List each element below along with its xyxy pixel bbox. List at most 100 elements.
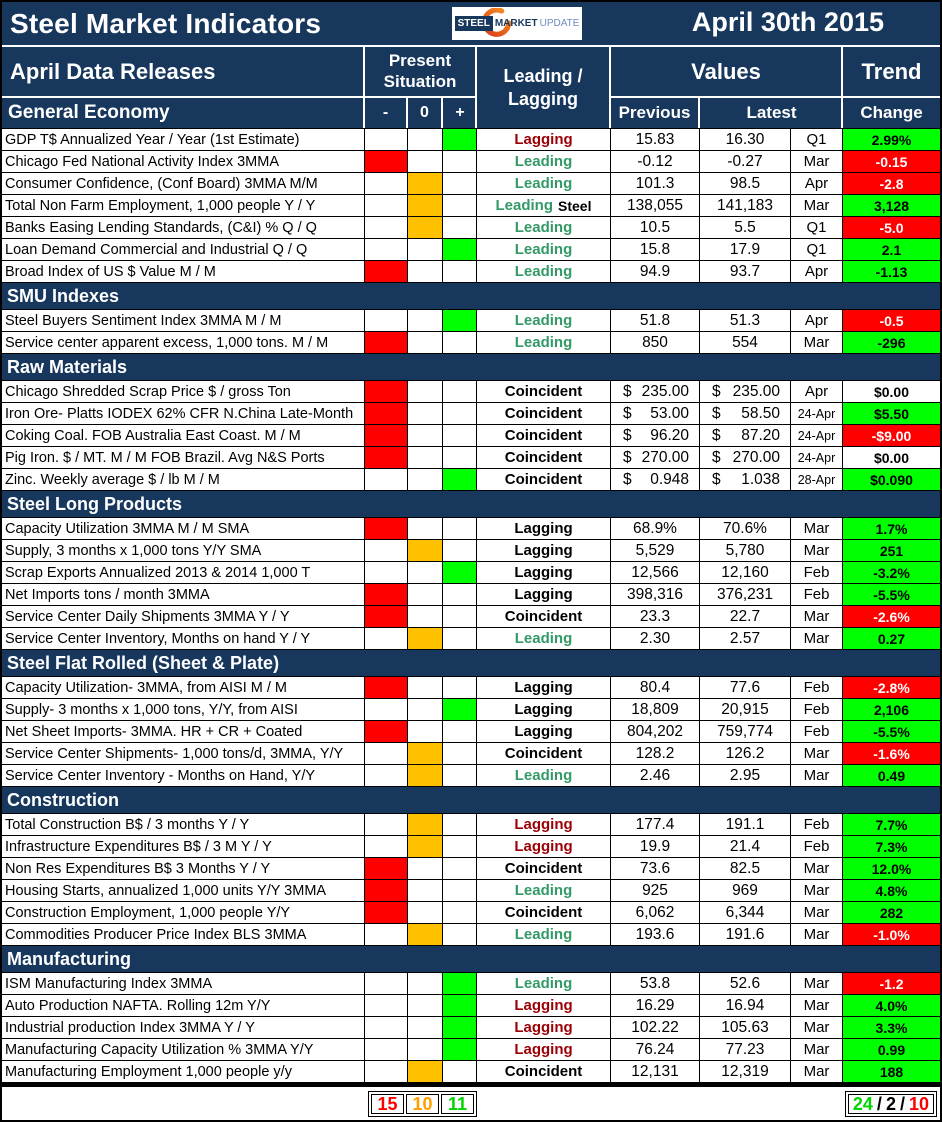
row-label: Pig Iron. $ / MT. M / M FOB Brazil. Avg … bbox=[2, 447, 365, 469]
section-header: SMU Indexes bbox=[2, 283, 940, 310]
col-header-change: Change bbox=[860, 103, 923, 122]
indicator-label: Coincident bbox=[504, 427, 583, 444]
row-label: Scrap Exports Annualized 2013 & 2014 1,0… bbox=[2, 562, 365, 584]
trend-count-part: 24 bbox=[852, 1093, 873, 1114]
row-label: Zinc. Weekly average $ / lb M / M bbox=[2, 469, 365, 491]
latest-value-cell: 2.57 bbox=[700, 628, 791, 650]
currency-symbol: $ bbox=[623, 426, 632, 444]
leading-lagging-cell: Coincident bbox=[477, 902, 611, 924]
period-cell: Feb bbox=[791, 677, 843, 699]
previous-value-cell: 5,529 bbox=[611, 540, 700, 562]
footer: 15 10 11 24/2/10 bbox=[2, 1087, 940, 1120]
situation-plus-cell bbox=[443, 721, 477, 743]
situation-minus-cell bbox=[365, 677, 408, 699]
leading-lagging-cell: Leading bbox=[477, 880, 611, 902]
table-row: Iron Ore- Platts IODEX 62% CFR N.China L… bbox=[2, 403, 940, 425]
situation-plus-cell bbox=[443, 973, 477, 995]
previous-value-cell: 101.3 bbox=[611, 173, 700, 195]
leading-lagging-cell: Coincident bbox=[477, 743, 611, 765]
change-cell: -1.2 bbox=[843, 973, 940, 995]
period-cell: Feb bbox=[791, 721, 843, 743]
latest-value-cell: $87.20 bbox=[700, 425, 791, 447]
leading-lagging-cell: Coincident bbox=[477, 858, 611, 880]
latest-value-cell: 376,231 bbox=[700, 584, 791, 606]
situation-zero-cell bbox=[408, 584, 443, 606]
table-row: Zinc. Weekly average $ / lb M / M Coincid… bbox=[2, 469, 940, 491]
period-cell: Mar bbox=[791, 995, 843, 1017]
period-cell: Mar bbox=[791, 540, 843, 562]
leading-lagging-cell: Coincident bbox=[477, 447, 611, 469]
report-date: April 30th 2015 bbox=[691, 7, 884, 37]
previous-value-cell: 16.29 bbox=[611, 995, 700, 1017]
situation-zero-cell bbox=[408, 381, 443, 403]
period-cell: Feb bbox=[791, 699, 843, 721]
situation-zero-cell bbox=[408, 1039, 443, 1061]
table-row: Capacity Utilization 3MMA M / M SMA Laggi… bbox=[2, 518, 940, 540]
col-header-trend: Trend bbox=[843, 47, 940, 98]
situation-zero-cell bbox=[408, 195, 443, 217]
period-cell: Mar bbox=[791, 1017, 843, 1039]
leading-lagging-cell: Lagging bbox=[477, 836, 611, 858]
row-label: Industrial production Index 3MMA Y / Y bbox=[2, 1017, 365, 1039]
present-situation-count-boxes: 15 10 11 bbox=[368, 1091, 477, 1117]
leading-lagging-cell: Lagging bbox=[477, 699, 611, 721]
situation-plus-cell bbox=[443, 995, 477, 1017]
row-label: Net Imports tons / month 3MMA bbox=[2, 584, 365, 606]
latest-value-cell: 52.6 bbox=[700, 973, 791, 995]
situation-plus-cell bbox=[443, 447, 477, 469]
row-label: Service Center Shipments- 1,000 tons/d, … bbox=[2, 743, 365, 765]
situation-zero-cell bbox=[408, 261, 443, 283]
table-row: Scrap Exports Annualized 2013 & 2014 1,0… bbox=[2, 562, 940, 584]
indicator-label: Coincident bbox=[504, 449, 583, 466]
latest-value-cell: $1.038 bbox=[700, 469, 791, 491]
latest-value-cell: $270.00 bbox=[700, 447, 791, 469]
table-row: Industrial production Index 3MMA Y / Y La… bbox=[2, 1017, 940, 1039]
leading-lagging-cell: Leading bbox=[477, 332, 611, 354]
latest-value-cell: 17.9 bbox=[700, 239, 791, 261]
previous-value-cell: $0.948 bbox=[611, 469, 700, 491]
section-header-general-economy: General Economy bbox=[2, 98, 365, 128]
situation-plus-cell bbox=[443, 699, 477, 721]
leading-lagging-cell: Lagging bbox=[477, 814, 611, 836]
period-cell: Mar bbox=[791, 606, 843, 628]
situation-minus-cell bbox=[365, 310, 408, 332]
period-cell: Q1 bbox=[791, 217, 843, 239]
situation-plus-cell bbox=[443, 584, 477, 606]
change-cell: 0.27 bbox=[843, 628, 940, 650]
leading-lagging-cell: Coincident bbox=[477, 403, 611, 425]
table-row: Broad Index of US $ Value M / M Leading 94… bbox=[2, 261, 940, 283]
situation-minus-cell bbox=[365, 217, 408, 239]
situation-plus-cell bbox=[443, 403, 477, 425]
situation-minus-cell bbox=[365, 562, 408, 584]
change-cell: 282 bbox=[843, 902, 940, 924]
situation-plus-cell bbox=[443, 469, 477, 491]
leading-lagging-line1: Leading / bbox=[503, 66, 583, 86]
change-cell: -3.2% bbox=[843, 562, 940, 584]
latest-value-cell: 22.7 bbox=[700, 606, 791, 628]
indicator-label: Lagging bbox=[514, 701, 573, 718]
change-cell: 188 bbox=[843, 1061, 940, 1083]
trend-count-values: 24/2/10 bbox=[847, 1093, 934, 1114]
table-row: Total Non Farm Employment, 1,000 people … bbox=[2, 195, 940, 217]
indicator-label: Leading bbox=[514, 175, 573, 192]
row-label: GDP T$ Annualized Year / Year (1st Estim… bbox=[2, 129, 365, 151]
situation-minus-cell bbox=[365, 880, 408, 902]
situation-plus-cell bbox=[443, 743, 477, 765]
situation-zero-cell bbox=[408, 425, 443, 447]
situation-plus-cell bbox=[443, 924, 477, 946]
table-row: Non Res Expenditures B$ 3 Months Y / Y Co… bbox=[2, 858, 940, 880]
table-row: Infrastructure Expenditures B$ / 3 M Y /… bbox=[2, 836, 940, 858]
change-cell: -2.8% bbox=[843, 677, 940, 699]
indicator-label: Coincident bbox=[504, 608, 583, 625]
previous-value-cell: 68.9% bbox=[611, 518, 700, 540]
change-cell: -0.5 bbox=[843, 310, 940, 332]
row-label: Service Center Inventory, Months on hand… bbox=[2, 628, 365, 650]
present-situation-subheaders: - 0 + bbox=[365, 98, 477, 128]
logo-text-update: UPDATE bbox=[539, 18, 580, 29]
period-cell: Feb bbox=[791, 836, 843, 858]
situation-zero-cell bbox=[408, 721, 443, 743]
change-cell: 3,128 bbox=[843, 195, 940, 217]
situation-minus-cell bbox=[365, 332, 408, 354]
change-cell: 0.49 bbox=[843, 765, 940, 787]
latest-value: 1.038 bbox=[741, 470, 780, 488]
